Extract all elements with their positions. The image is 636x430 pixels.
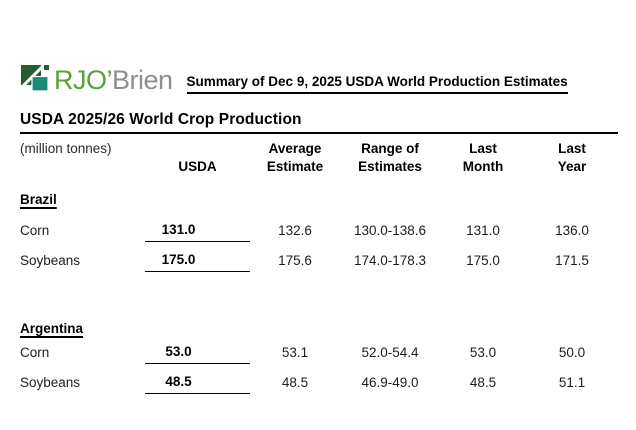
usda-value-cell: 131.0 (145, 220, 250, 242)
report-subtitle: USDA 2025/26 World Crop Production (20, 111, 302, 128)
average-estimate-value: 53.1 (281, 345, 309, 360)
column-header-last-month: Last Month (440, 140, 526, 176)
range-of-estimates-value: 174.0-178.3 (353, 253, 427, 268)
column-header-average-estimate: Average Estimate (250, 140, 340, 176)
table-row: Corn 53.0 53.1 52.0-54.4 53.0 50.0 (20, 342, 618, 372)
logo-wordmark-gray: Brien (112, 65, 173, 95)
column-header-line: Average (268, 141, 322, 156)
last-year-value: 136.0 (555, 223, 589, 238)
last-year-value: 171.5 (555, 253, 589, 268)
rjobrien-logo-icon (15, 59, 50, 96)
average-estimate-value: 48.5 (281, 375, 309, 390)
logo-wordmark-green: RJO’ (54, 65, 113, 95)
commodity-label: Soybeans (20, 375, 81, 390)
commodity-label: Soybeans (20, 253, 81, 268)
last-year-value: 50.0 (558, 345, 586, 360)
country-label: Argentina (20, 321, 84, 336)
section-brazil: Brazil Corn 131.0 132.6 130.0-138.6 131.… (20, 191, 618, 280)
section-argentina: Argentina Corn 53.0 53.1 52.0-54.4 53.0 … (20, 320, 618, 402)
rjobrien-logo: RJO’Brien (15, 59, 173, 96)
average-estimate-value: 175.6 (278, 253, 312, 268)
table-row: Soybeans 175.0 175.6 174.0-178.3 175.0 1… (20, 250, 618, 280)
section-header: Brazil (20, 191, 618, 209)
last-year-value: 51.1 (558, 375, 586, 390)
column-header-line: Range of (361, 141, 419, 156)
last-month-value: 48.5 (469, 375, 497, 390)
commodity-label: Corn (20, 345, 50, 360)
unit-note: (million tonnes) (20, 141, 112, 156)
column-header-line: USDA (178, 159, 217, 174)
usda-value-cell: 175.0 (145, 250, 250, 272)
column-header-range-of-estimates: Range of Estimates (340, 140, 440, 176)
report-title: Summary of Dec 9, 2025 USDA World Produc… (186, 74, 568, 94)
logo-wordmark: RJO’Brien (54, 65, 173, 95)
column-header-line: Last (558, 141, 586, 156)
column-header-line: Last (469, 141, 497, 156)
table-row: Corn 131.0 132.6 130.0-138.6 131.0 136.0 (20, 220, 618, 250)
column-header-usda: USDA (145, 140, 250, 176)
last-month-value: 53.0 (469, 345, 497, 360)
column-header-line: Year (557, 159, 587, 174)
last-month-value: 175.0 (466, 253, 500, 268)
usda-value-cell: 48.5 (145, 372, 250, 394)
column-header-line: Estimate (266, 159, 324, 174)
column-header-last-year: Last Year (526, 140, 618, 176)
section-header: Argentina (20, 320, 618, 338)
brand-row: RJO’Brien Summary of Dec 9, 2025 USDA Wo… (15, 59, 618, 96)
usda-value-cell: 53.0 (145, 342, 250, 364)
report-content: RJO’Brien Summary of Dec 9, 2025 USDA Wo… (15, 59, 618, 402)
header-divider (20, 132, 618, 134)
country-label: Brazil (20, 192, 57, 207)
column-header-line: Month (462, 159, 504, 174)
column-header-line (145, 140, 250, 158)
commodity-label: Corn (20, 223, 50, 238)
average-estimate-value: 132.6 (278, 223, 312, 238)
table-row: Soybeans 48.5 48.5 46.9-49.0 48.5 51.1 (20, 372, 618, 402)
table-column-headers: (million tonnes) USDA Average Estimate R… (20, 140, 618, 176)
range-of-estimates-value: 52.0-54.4 (361, 345, 419, 360)
last-month-value: 131.0 (466, 223, 500, 238)
range-of-estimates-value: 130.0-138.6 (353, 223, 427, 238)
column-header-line: Estimates (358, 159, 422, 174)
range-of-estimates-value: 46.9-49.0 (361, 375, 419, 390)
